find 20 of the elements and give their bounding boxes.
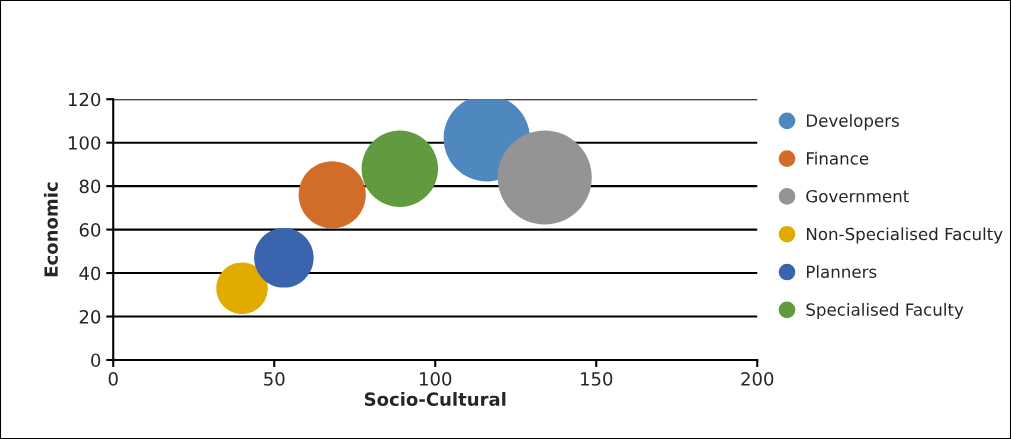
x-tick-label: 50 — [264, 372, 285, 386]
legend-label: Specialised Faculty — [806, 302, 964, 320]
legend-label: Planners — [806, 265, 877, 279]
x-axis-title: Socio-Cultural — [364, 392, 506, 407]
legend-label: Developers — [806, 114, 899, 131]
x-tick-label: 200 — [741, 372, 774, 386]
y-tick-label: 100 — [68, 136, 101, 150]
x-tick-label: 0 — [108, 372, 118, 386]
y-tick-label: 60 — [79, 223, 101, 237]
y-axis-title: Economic — [43, 182, 58, 277]
legend-label: Non-Specialised Faculty — [806, 227, 1003, 244]
x-tick-label: 100 — [419, 372, 452, 386]
legend-label: Finance — [806, 151, 869, 165]
y-tick-label: 80 — [79, 179, 101, 194]
y-tick-label: 0 — [91, 353, 101, 368]
y-tick-label: 120 — [68, 92, 101, 107]
legend-label: Government — [806, 189, 909, 203]
x-tick-label: 150 — [580, 372, 613, 386]
y-tick-label: 20 — [79, 309, 101, 324]
y-tick-label: 40 — [79, 266, 101, 281]
